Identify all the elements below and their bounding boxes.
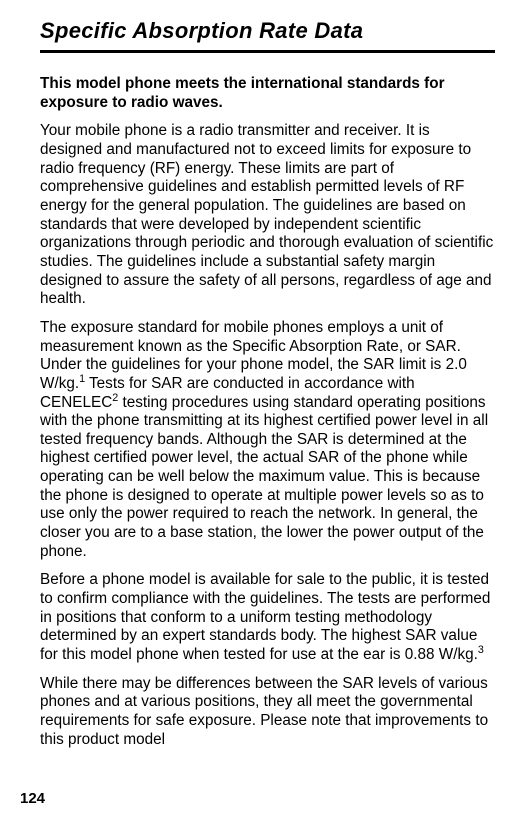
page-title: Specific Absorption Rate Data bbox=[40, 18, 495, 44]
paragraph-1: Your mobile phone is a radio transmitter… bbox=[40, 122, 495, 309]
paragraph-2: The exposure standard for mobile phones … bbox=[40, 319, 495, 562]
title-rule bbox=[40, 50, 495, 53]
lead-paragraph: This model phone meets the international… bbox=[40, 75, 495, 112]
paragraph-4: While there may be differences between t… bbox=[40, 675, 495, 750]
footnote-ref-3: 3 bbox=[478, 644, 484, 656]
page-number: 124 bbox=[20, 790, 45, 807]
p2-part-c: testing procedures using standard operat… bbox=[40, 394, 488, 560]
p3-part-a: Before a phone model is available for sa… bbox=[40, 571, 490, 663]
page: Specific Absorption Rate Data This model… bbox=[0, 0, 523, 821]
paragraph-3: Before a phone model is available for sa… bbox=[40, 571, 495, 664]
